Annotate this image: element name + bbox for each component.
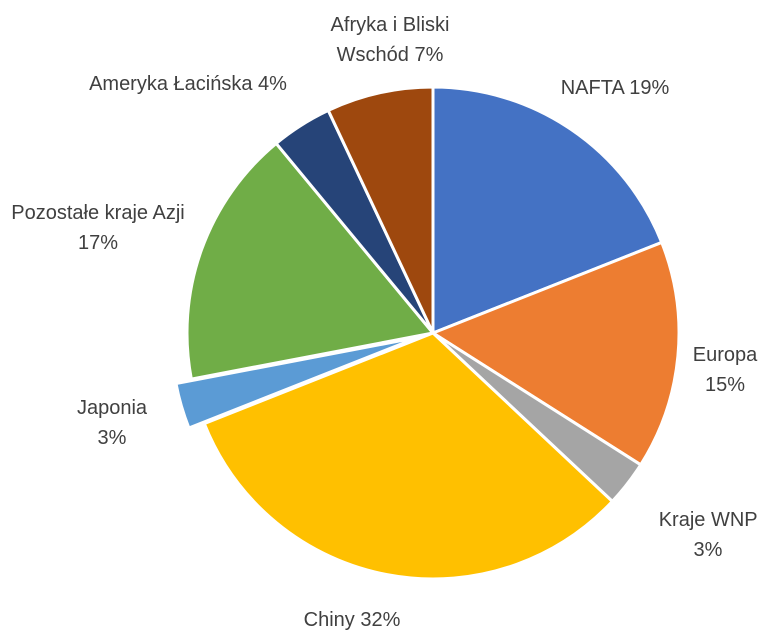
category-label: Ameryka Łacińska [89, 73, 253, 95]
category-label: Japonia [76, 397, 148, 419]
data-label: Europa 15% [675, 340, 775, 400]
pie-slice [431, 240, 681, 467]
data-label: Ameryka Łacińska 4% [83, 69, 293, 99]
category-label: Afryka i Bliski Wschód [330, 14, 450, 66]
data-label: Pozostałe kraje Azji 17% [3, 198, 193, 258]
value-label: 4% [258, 73, 287, 95]
category-label: Kraje WNP [658, 509, 758, 531]
data-label: Chiny 32% [302, 605, 402, 635]
pie-slice [174, 335, 420, 430]
value-label: 19% [629, 77, 670, 99]
pie-slice [202, 331, 614, 581]
data-label: NAFTA 19% [555, 73, 675, 103]
value-label: 15% [704, 374, 746, 396]
data-label: Japonia 3% [62, 393, 162, 453]
category-label: NAFTA [560, 77, 624, 99]
value-label: 17% [77, 232, 119, 254]
value-label: 7% [414, 44, 444, 66]
value-label: 32% [360, 609, 401, 631]
pie-slice [185, 141, 435, 381]
pie-slice [326, 85, 435, 335]
category-label: Pozostałe kraje Azji [11, 202, 185, 224]
value-label: 3% [97, 427, 127, 449]
data-label: Afryka i Bliski Wschód 7% [305, 10, 475, 70]
category-label: Europa [692, 344, 758, 366]
category-label: Chiny [303, 609, 355, 631]
data-label: Kraje WNP 3% [643, 505, 773, 565]
value-label: 3% [693, 539, 723, 561]
pie-slice [431, 85, 664, 335]
